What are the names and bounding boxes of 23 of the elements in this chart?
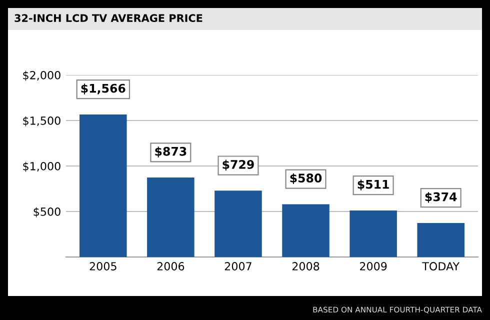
bar [147, 178, 194, 257]
chart-title: 32-INCH LCD TV AVERAGE PRICE [14, 14, 202, 22]
bar [417, 222, 464, 257]
x-tick-label: 2008 [292, 262, 320, 270]
bar [350, 210, 397, 257]
bar [80, 114, 127, 257]
y-tick-label: $500 [34, 207, 60, 218]
data-label: $511 [358, 180, 389, 190]
data-label: $729 [222, 160, 254, 170]
data-label: $374 [425, 192, 457, 203]
data-label: $1,566 [81, 84, 126, 94]
x-tick-label: 2009 [360, 262, 387, 270]
x-tick-label: TODAY [422, 262, 460, 270]
y-tick-label: $1,500 [23, 116, 60, 126]
x-tick-label: 2006 [157, 262, 184, 270]
bar [282, 204, 330, 257]
data-label: $580 [290, 173, 322, 184]
y-tick-label: $2,000 [23, 70, 60, 81]
x-tick-label: 2005 [90, 262, 116, 270]
x-tick-label: 2007 [224, 262, 252, 270]
y-tick-label: $1,000 [23, 162, 60, 172]
data-label: $873 [155, 146, 186, 158]
bar [214, 190, 262, 257]
